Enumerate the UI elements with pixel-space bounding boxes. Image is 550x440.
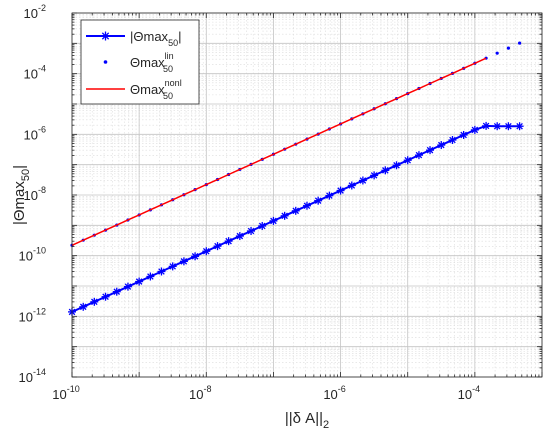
data-point-abs [291, 206, 300, 215]
legend-star-mark [101, 31, 110, 41]
y-tick-label: 10-4 [24, 64, 46, 82]
data-point-abs [168, 262, 177, 271]
y-tick-label: 10-8 [24, 185, 46, 203]
data-point-abs [157, 267, 166, 276]
data-point-abs [504, 122, 513, 131]
data-point-abs [493, 122, 502, 131]
data-point-abs [191, 252, 200, 261]
legend-box [80, 19, 200, 105]
data-point-abs [515, 122, 524, 131]
data-point-abs [314, 196, 323, 205]
axes [71, 12, 543, 378]
y-tick-label: 10-10 [19, 246, 46, 264]
data-point-abs [224, 237, 233, 246]
data-point-abs [258, 221, 267, 230]
legend-marker-lin [103, 60, 108, 64]
tick-labels: 10-10 10-8 10-6 10-4 10-14 10-12 10-10 10-8 10-6… [19, 3, 481, 402]
series-line-nonl [71, 57, 487, 246]
y-axis-label: |Θmax50| [11, 165, 32, 225]
y-tick-label: 10-14 [19, 367, 46, 385]
data-point-lin [506, 46, 511, 50]
series-nonl [71, 57, 487, 246]
data-point-abs [325, 191, 334, 200]
data-point-abs [482, 121, 491, 130]
data-point-abs [437, 141, 446, 150]
data-point-abs [448, 136, 457, 145]
y-tick-label: 10-2 [24, 3, 46, 21]
series-abs [68, 121, 524, 316]
data-point-abs [470, 125, 479, 134]
data-point-abs [358, 176, 367, 185]
data-point-abs [459, 130, 468, 139]
data-point-abs [269, 216, 278, 225]
x-tick-label: 10-10 [52, 384, 79, 402]
y-tick-label: 10-12 [19, 306, 46, 324]
data-point-abs [247, 227, 256, 236]
x-axis-label: ||δ A||2 [285, 410, 329, 431]
data-point-abs [280, 211, 289, 220]
x-tick-label: 10-6 [323, 384, 345, 402]
data-point-abs [123, 282, 132, 291]
data-point-abs [403, 156, 412, 165]
legend-entry-lin: Θmaxlin 50 [103, 51, 174, 74]
data-point-abs [347, 181, 356, 190]
data-point-abs [235, 232, 244, 241]
legend: |Θmax50| Θmaxlin 50 Θmaxnonl 50 [80, 19, 200, 105]
data-point-abs [90, 297, 99, 306]
data-point-abs [336, 186, 345, 195]
series-layer [68, 41, 524, 316]
y-tick-label: 10-6 [24, 124, 46, 142]
data-point-abs [101, 292, 110, 301]
legend-entry-nonl: Θmaxnonl 50 [86, 78, 182, 101]
legend-label-lin: Θmaxlin 50 [130, 51, 174, 74]
data-point-lin [518, 41, 522, 45]
data-point-abs [202, 247, 211, 256]
data-point-abs [370, 171, 379, 180]
legend-entry-abs: |Θmax50| [86, 29, 181, 48]
data-point-abs [302, 201, 311, 210]
data-point-abs [392, 161, 401, 170]
legend-label-abs: |Θmax50| [130, 29, 181, 48]
legend-marker-abs [101, 31, 110, 41]
data-point-abs [414, 151, 423, 160]
data-point-abs [179, 257, 188, 266]
data-point-abs [213, 242, 222, 251]
data-point-abs [381, 166, 390, 175]
legend-label-nonl: Θmaxnonl 50 [130, 78, 182, 101]
data-point-abs [112, 287, 121, 296]
x-tick-label: 10-4 [458, 384, 480, 402]
data-point-lin [495, 51, 499, 55]
data-point-abs [135, 277, 144, 286]
data-point-abs [146, 272, 155, 281]
x-tick-label: 10-8 [189, 384, 211, 402]
data-point-abs [79, 302, 88, 311]
data-point-abs [426, 146, 435, 155]
